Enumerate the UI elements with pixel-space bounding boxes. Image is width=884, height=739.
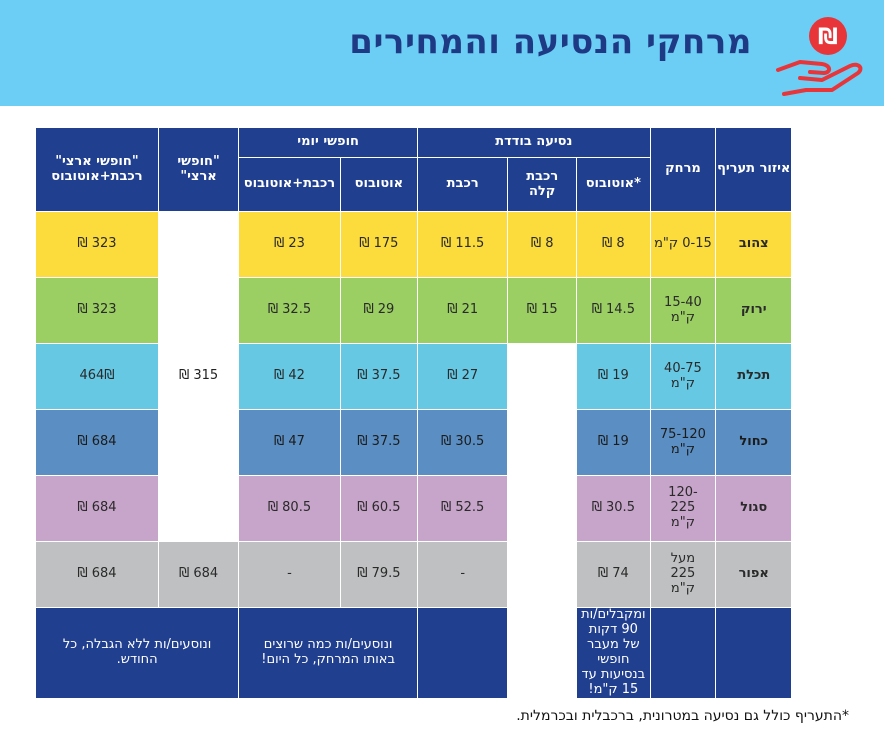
footer-blank-zone xyxy=(715,607,793,699)
cell-daily-bus: 60.5 ₪ xyxy=(339,475,419,542)
col-header-distance: מרחק xyxy=(649,127,717,212)
cell-free-land-merged: 315 ₪ xyxy=(157,211,240,542)
cell-single-train: 21 ₪ xyxy=(417,277,509,344)
table-row: 684 ₪ 80.5 ₪ 60.5 ₪ 52.5 ₪ 30.5 ₪ 120-22… xyxy=(35,475,884,542)
footnote: *התעריף כולל גם נסיעה במטרונית, ברכבלית … xyxy=(516,708,849,724)
logo-glyph: ₪ xyxy=(818,25,838,50)
table-row: 323 ₪ 315 ₪ 23 ₪ 175 ₪ 11.5 ₪ 8 ₪ 8 ₪ 0-… xyxy=(35,211,884,542)
cell-distance: 15-40 ק"מ xyxy=(649,277,717,344)
cell-zone: כחול xyxy=(715,409,793,476)
cell-daily-bus: 175 ₪ xyxy=(339,211,419,278)
page-header: מרחקי הנסיעה והמחירים ₪ xyxy=(0,0,884,106)
cell-daily-bus: 29 ₪ xyxy=(339,277,419,344)
cell-free-land: 684 ₪ xyxy=(157,541,240,608)
table-row: 684 ₪ 684 ₪ - 79.5 ₪ - 74 ₪ מעל 225 ק"מ … xyxy=(35,541,884,608)
cell-distance: 120-225 ק"מ xyxy=(649,475,717,542)
cell-daily-combo: 80.5 ₪ xyxy=(238,475,341,542)
cell-zone: סגול xyxy=(715,475,793,542)
cell-single-bus: 74 ₪ xyxy=(576,541,651,608)
cell-distance: 0-15 ק"מ xyxy=(649,211,717,278)
cell-free-land-combo: 684 ₪ xyxy=(35,541,159,608)
group-header-daily: חופשי יומי xyxy=(238,127,419,158)
footer-row: ונוסעים/ות ללא הגבלה, כל החודש. ונוסעים/… xyxy=(34,607,884,699)
cell-free-land-combo: 684 ₪ xyxy=(35,409,159,476)
light-rail-blank xyxy=(507,343,578,699)
col-header-single-bus: אוטובוס* xyxy=(576,157,651,212)
cell-single-train: 52.5 ₪ xyxy=(417,475,509,542)
table-row: 684 ₪ 47 ₪ 37.5 ₪ 30.5 ₪ 19 ₪ 75-120 ק"מ… xyxy=(35,409,884,476)
cell-zone: צהוב xyxy=(715,211,793,278)
cell-daily-combo: 23 ₪ xyxy=(238,211,341,278)
cell-zone: ירוק xyxy=(715,277,793,344)
single-bus-note: ומקבלים/ות 90 דקות של מעבר חופשי בנסיעות… xyxy=(576,607,651,699)
cell-single-bus: 30.5 ₪ xyxy=(576,475,651,542)
cell-zone: תכלת xyxy=(715,343,793,410)
footer-blank-train xyxy=(417,607,509,699)
page-title: מרחקי הנסיעה והמחירים xyxy=(349,22,752,62)
free-land-note: ונוסעים/ות ללא הגבלה, כל החודש. xyxy=(34,607,240,699)
daily-note: ונוסעים/ות כמה שרוצים באותו המרחק, כל הי… xyxy=(238,607,419,699)
col-header-single-train: רכבת xyxy=(417,157,509,212)
cell-distance: 75-120 ק"מ xyxy=(649,409,717,476)
cell-single-light-rail: 8 ₪ xyxy=(507,211,578,278)
col-header-daily-combo: רכבת+אוטובוס xyxy=(238,157,341,212)
shekel-hand-icon: ₪ xyxy=(776,17,863,96)
table-row: 323 ₪ 32.5 ₪ 29 ₪ 21 ₪ 15 ₪ 14.5 ₪ 15-40… xyxy=(35,277,884,344)
cell-free-land-combo: 684 ₪ xyxy=(35,475,159,542)
group-header-single: נסיעה בודדת xyxy=(417,127,651,158)
cell-single-train: 11.5 ₪ xyxy=(417,211,509,278)
col-header-free-land: "חופשי ארצי" xyxy=(157,127,240,212)
cell-free-land-combo: 464₪ xyxy=(35,343,159,410)
cell-daily-bus: 79.5 ₪ xyxy=(339,541,419,608)
cell-daily-combo: 32.5 ₪ xyxy=(238,277,341,344)
cell-single-train: 27 ₪ xyxy=(417,343,509,410)
col-header-zone: איזור תעריף xyxy=(715,127,793,212)
cell-single-light-rail: 15 ₪ xyxy=(507,277,578,344)
cell-single-bus: 19 ₪ xyxy=(576,409,651,476)
cell-zone: אפור xyxy=(715,541,793,608)
cell-daily-combo: 42 ₪ xyxy=(238,343,341,410)
cell-daily-bus: 37.5 ₪ xyxy=(339,409,419,476)
cell-single-bus: 14.5 ₪ xyxy=(576,277,651,344)
cell-single-train: 30.5 ₪ xyxy=(417,409,509,476)
cell-distance: מעל 225 ק"מ xyxy=(649,541,717,608)
cell-distance: 40-75 ק"מ xyxy=(649,343,717,410)
cell-daily-combo: 47 ₪ xyxy=(238,409,341,476)
col-header-single-light-rail: רכבת קלה xyxy=(507,157,578,212)
cell-single-bus: 8 ₪ xyxy=(576,211,651,278)
cell-free-land-combo: 323 ₪ xyxy=(35,277,159,344)
fares-table: "חופשי ארצי" רכבת+אוטובוס "חופשי ארצי" ח… xyxy=(34,127,884,699)
col-header-free-land-combo: "חופשי ארצי" רכבת+אוטובוס xyxy=(35,127,159,212)
footer-blank-distance xyxy=(649,607,717,699)
cell-daily-bus: 37.5 ₪ xyxy=(339,343,419,410)
cell-single-train: - xyxy=(417,541,509,608)
cell-daily-combo: - xyxy=(238,541,341,608)
cell-single-bus: 19 ₪ xyxy=(576,343,651,410)
table-row: 464₪ 42 ₪ 37.5 ₪ 27 ₪ 19 ₪ 40-75 ק"מ תכל… xyxy=(35,343,884,699)
col-header-daily-bus: אוטובוס xyxy=(339,157,419,212)
cell-free-land-combo: 323 ₪ xyxy=(35,211,159,278)
